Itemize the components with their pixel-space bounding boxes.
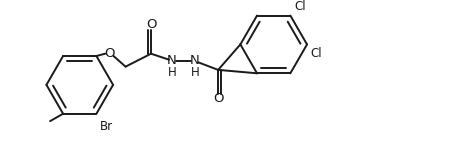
Text: H: H <box>191 66 199 79</box>
Text: Cl: Cl <box>311 47 322 60</box>
Text: Br: Br <box>100 120 113 133</box>
Text: Cl: Cl <box>294 0 306 13</box>
Text: N: N <box>167 54 177 67</box>
Text: O: O <box>213 92 223 105</box>
Text: O: O <box>104 47 115 60</box>
Text: H: H <box>167 66 176 79</box>
Text: N: N <box>190 54 200 67</box>
Text: O: O <box>146 18 156 31</box>
